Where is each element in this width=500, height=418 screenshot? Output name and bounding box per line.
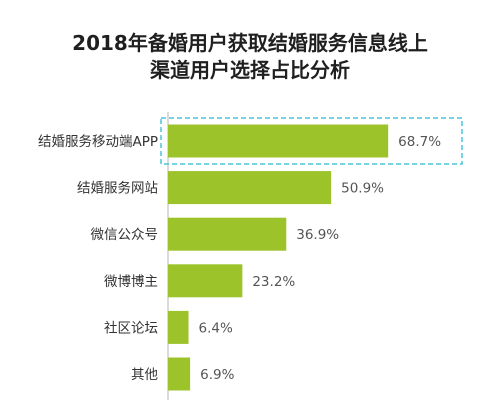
category-label: 微信公众号 [91,227,159,243]
category-label: 社区论坛 [104,320,158,336]
category-label: 结婚服务网站 [77,181,158,197]
category-label: 结婚服务移动端APP [38,134,158,150]
value-label: 36.9% [296,227,339,243]
bar [168,217,287,251]
bar [168,357,191,391]
highlight-box [160,117,463,165]
bar [168,124,389,158]
bar [168,264,243,298]
chart-title-line-1: 2018年备婚用户获取结婚服务信息线上 [72,31,428,55]
bar [168,310,189,344]
value-label: 68.7% [398,134,441,150]
category-label: 其他 [131,367,158,383]
bar [168,171,332,205]
category-label: 微博博主 [104,273,158,290]
value-label: 6.4% [199,320,233,336]
chart-title-line-2: 渠道用户选择占比分析 [150,58,350,82]
value-label: 50.9% [341,181,384,197]
value-label: 23.2% [252,274,295,290]
value-label: 6.9% [200,367,234,383]
